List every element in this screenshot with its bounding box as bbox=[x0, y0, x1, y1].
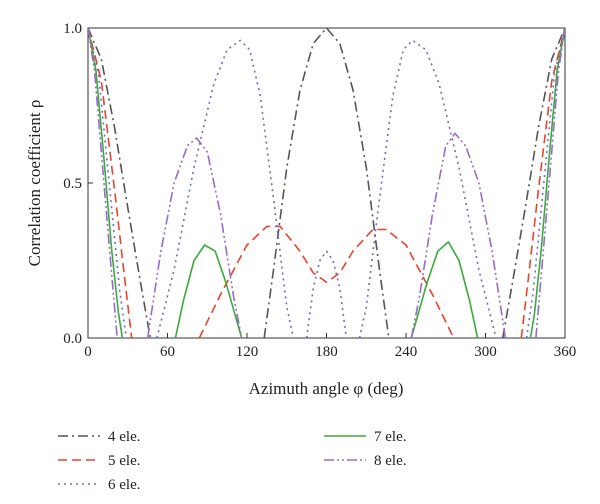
series-line bbox=[156, 39, 295, 338]
series-5 bbox=[88, 28, 565, 338]
legend-item: 4 ele. bbox=[58, 429, 140, 445]
legend-item: 6 ele. bbox=[58, 477, 140, 493]
x-tick-label: 300 bbox=[474, 344, 497, 360]
x-axis-title: Azimuth angle φ (deg) bbox=[249, 379, 404, 398]
series-line bbox=[501, 28, 565, 338]
legend-label: 7 ele. bbox=[374, 429, 406, 445]
series-4 bbox=[88, 28, 565, 338]
series-2 bbox=[88, 28, 565, 338]
series-line bbox=[529, 28, 565, 338]
legend-item: 5 ele. bbox=[58, 453, 140, 469]
series-3 bbox=[88, 28, 565, 338]
series-line bbox=[263, 28, 390, 338]
series-line bbox=[88, 28, 128, 338]
legend-label: 4 ele. bbox=[108, 429, 140, 445]
series-line bbox=[88, 28, 133, 338]
x-axis: 0 60 120 180 240 300 360 bbox=[84, 333, 576, 360]
series-layer bbox=[88, 28, 565, 338]
legend-label: 8 ele. bbox=[374, 453, 406, 469]
legend-label: 6 ele. bbox=[108, 477, 140, 493]
series-line bbox=[520, 28, 565, 338]
legend-label: 5 ele. bbox=[108, 453, 140, 469]
series-line bbox=[88, 28, 118, 338]
y-axis-title: Correlation coefficient ρ bbox=[25, 100, 44, 267]
legend: 4 ele. 5 ele. 6 ele. 7 ele. 8 ele. bbox=[58, 429, 406, 493]
series-line bbox=[146, 137, 243, 338]
x-tick-label: 360 bbox=[554, 344, 577, 360]
y-axis: 0.0 0.5 1.0 bbox=[63, 21, 93, 347]
series-line bbox=[525, 28, 565, 338]
x-tick-label: 120 bbox=[236, 344, 259, 360]
x-tick-label: 240 bbox=[395, 344, 418, 360]
series-1 bbox=[88, 28, 565, 338]
x-tick-label: 180 bbox=[315, 344, 338, 360]
y-tick-label: 1.0 bbox=[63, 21, 82, 37]
x-tick-label: 0 bbox=[84, 344, 92, 360]
y-tick-label: 0.5 bbox=[63, 176, 82, 192]
series-line bbox=[410, 241, 479, 338]
series-line bbox=[535, 28, 565, 338]
series-line bbox=[88, 28, 124, 338]
plot-frame bbox=[87, 27, 566, 339]
series-line bbox=[198, 225, 455, 338]
legend-item: 8 ele. bbox=[324, 453, 406, 469]
series-line bbox=[88, 28, 152, 338]
series-line bbox=[358, 39, 497, 338]
series-line bbox=[410, 132, 507, 338]
y-tick-label: 0.0 bbox=[63, 331, 82, 347]
series-line bbox=[174, 244, 243, 338]
x-tick-label: 60 bbox=[160, 344, 175, 360]
series-line bbox=[305, 250, 348, 338]
legend-item: 7 ele. bbox=[324, 429, 406, 445]
